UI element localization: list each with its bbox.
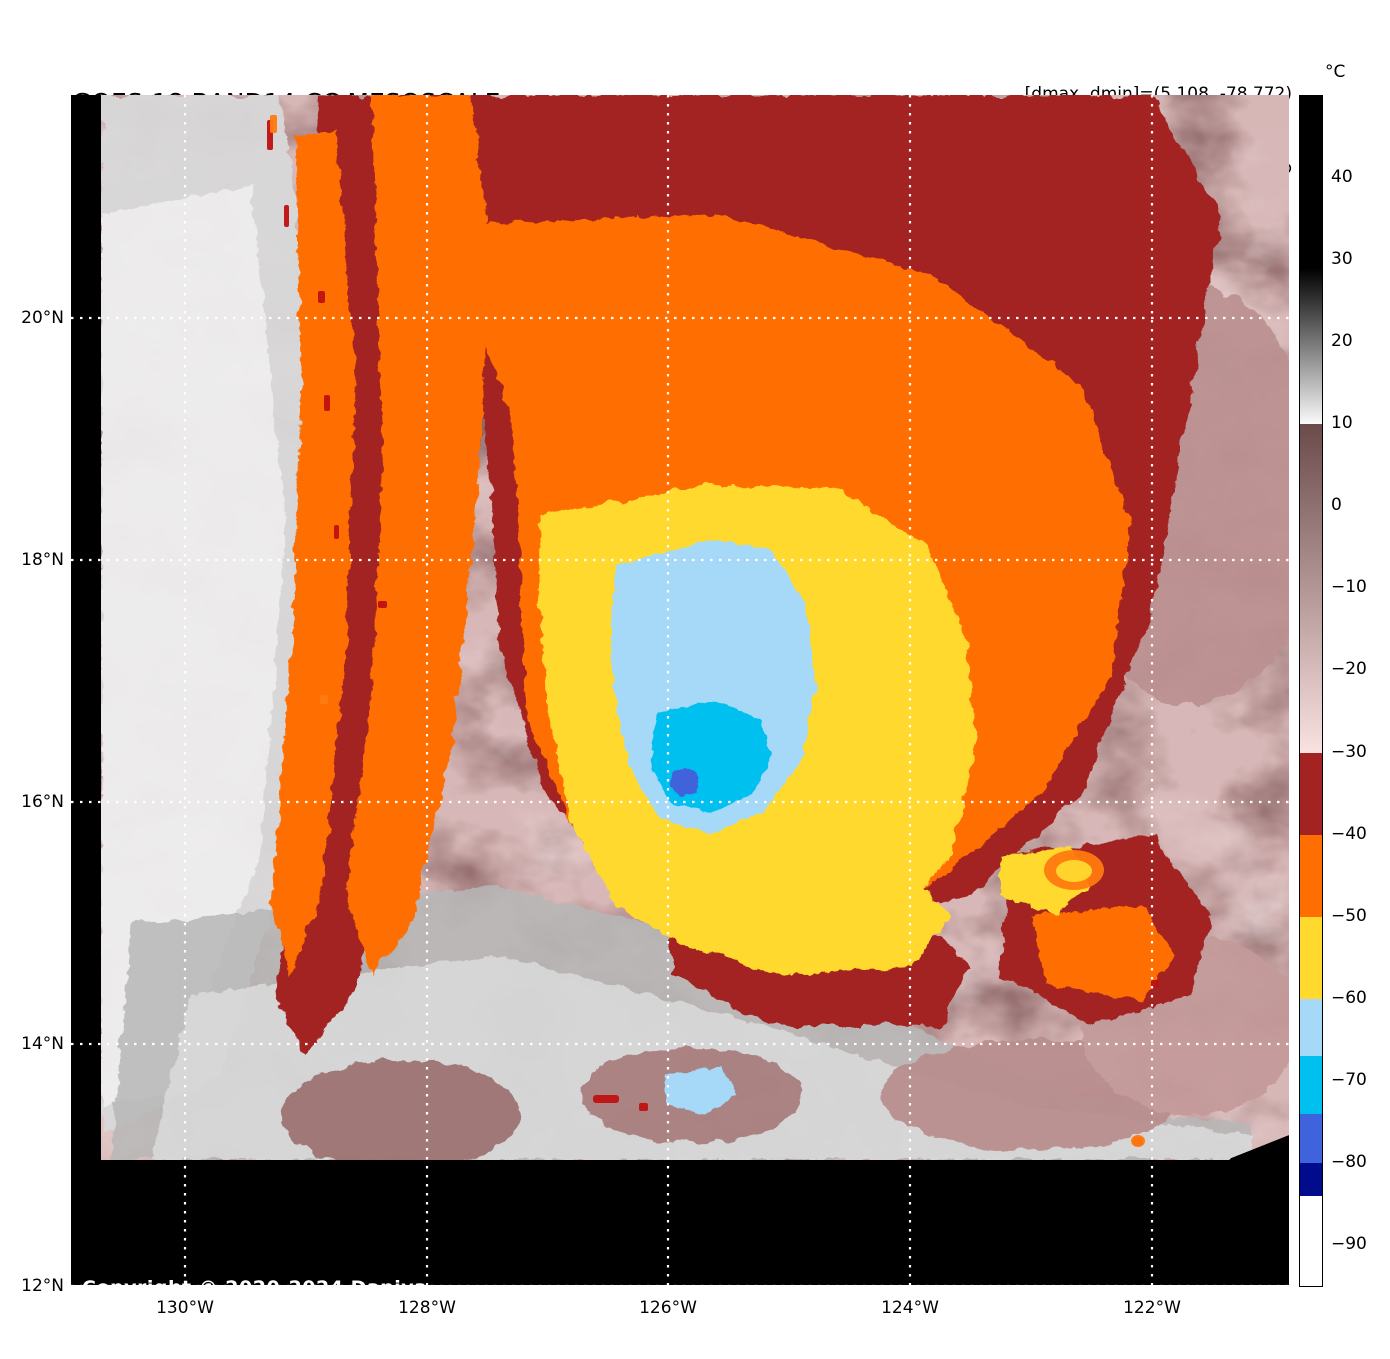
colorbar-segment-4 — [1300, 834, 1322, 917]
colorbar-tick-10: −60 — [1331, 987, 1367, 1008]
colorbar-tick-13: −90 — [1331, 1233, 1367, 1254]
colorbar-tick-3: 10 — [1331, 413, 1353, 434]
colorbar-segment-3 — [1300, 752, 1322, 835]
colorbar-segment-8 — [1300, 1113, 1322, 1163]
colorbar[interactable] — [1299, 95, 1323, 1287]
convective-core-specks — [1056, 860, 1092, 882]
colorbar-tick-7: −30 — [1331, 741, 1367, 762]
colorbar-tick-1: 30 — [1331, 249, 1353, 270]
colorbar-tick-4: 0 — [1331, 495, 1342, 516]
x-tick-0: 130°W — [156, 1298, 214, 1318]
x-tick-1: 128°W — [398, 1298, 456, 1318]
grid-lines — [71, 95, 1289, 1285]
y-tick-2: 16°N — [21, 792, 64, 812]
colorbar-tick-2: 20 — [1331, 331, 1353, 352]
y-tick-3: 14°N — [21, 1034, 64, 1054]
y-tick-1: 18°N — [21, 550, 64, 570]
colorbar-segment-1 — [1300, 268, 1322, 425]
x-tick-3: 124°W — [881, 1298, 939, 1318]
colorbar-segment-6 — [1300, 998, 1322, 1057]
colorbar-unit-label: °C — [1325, 62, 1346, 82]
colorbar-tick-8: −40 — [1331, 823, 1367, 844]
colorbar-segment-2 — [1300, 424, 1322, 753]
ir-band-minus74 — [670, 768, 700, 796]
ir-field — [101, 95, 1289, 1160]
colorbar-tick-0: 40 — [1331, 167, 1353, 188]
satellite-image-plot — [71, 95, 1289, 1285]
colorbar-tick-11: −70 — [1331, 1069, 1367, 1090]
colorbar-segment-5 — [1300, 916, 1322, 999]
y-tick-0: 20°N — [21, 308, 64, 328]
x-tick-2: 126°W — [639, 1298, 697, 1318]
colorbar-tick-12: −80 — [1331, 1151, 1367, 1172]
colorbar-segment-0 — [1300, 96, 1322, 269]
y-tick-4: 12°N — [21, 1276, 64, 1296]
colorbar-tick-5: −10 — [1331, 577, 1367, 598]
colorbar-gradient — [1300, 96, 1322, 1286]
colorbar-tick-6: −20 — [1331, 659, 1367, 680]
colorbar-segment-7 — [1300, 1056, 1322, 1114]
y-axis-labels: 20°N 18°N 16°N 14°N 12°N — [0, 0, 64, 1359]
colorbar-segment-9 — [1300, 1162, 1322, 1196]
colorbar-tick-9: −50 — [1331, 905, 1367, 926]
x-tick-4: 122°W — [1123, 1298, 1181, 1318]
satellite-imagery — [71, 95, 1289, 1285]
colorbar-segment-10 — [1300, 1195, 1322, 1286]
copyright-label: Copyright © 2020-2024 Dapiya — [82, 1277, 428, 1299]
